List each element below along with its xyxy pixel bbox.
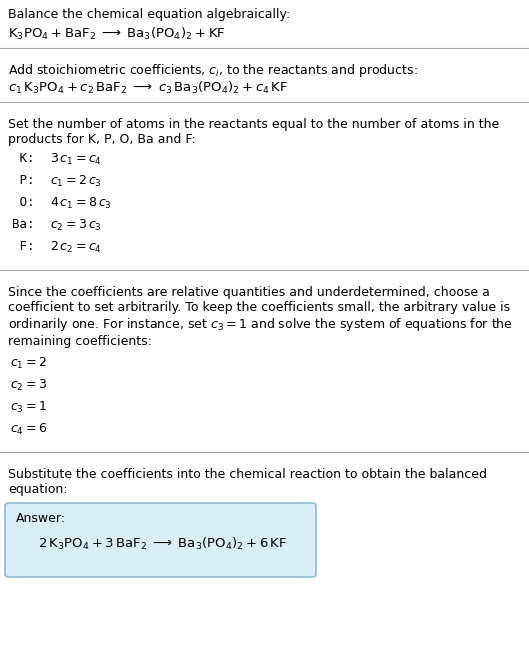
Text: Substitute the coefficients into the chemical reaction to obtain the balanced
eq: Substitute the coefficients into the che… xyxy=(8,468,487,496)
Text: $c_1 = 2$: $c_1 = 2$ xyxy=(10,356,47,371)
Text: Ba:: Ba: xyxy=(12,218,34,231)
Text: P:: P: xyxy=(12,174,34,187)
Text: Add stoichiometric coefficients, $c_i$, to the reactants and products:: Add stoichiometric coefficients, $c_i$, … xyxy=(8,62,418,79)
Text: O:: O: xyxy=(12,196,34,209)
Text: K:: K: xyxy=(12,152,34,165)
Text: $c_1 = 2\,c_3$: $c_1 = 2\,c_3$ xyxy=(50,174,102,189)
Text: Answer:: Answer: xyxy=(16,512,66,525)
Text: $2\,\mathrm{K_3PO_4} + 3\,\mathrm{BaF_2} \;\longrightarrow\; \mathrm{Ba_3(PO_4)_: $2\,\mathrm{K_3PO_4} + 3\,\mathrm{BaF_2}… xyxy=(38,536,287,552)
Text: $c_2 = 3\,c_3$: $c_2 = 3\,c_3$ xyxy=(50,218,102,233)
Text: $c_1\,\mathrm{K_3PO_4} + c_2\,\mathrm{BaF_2} \;\longrightarrow\; c_3\,\mathrm{Ba: $c_1\,\mathrm{K_3PO_4} + c_2\,\mathrm{Ba… xyxy=(8,80,288,96)
Text: Balance the chemical equation algebraically:: Balance the chemical equation algebraica… xyxy=(8,8,290,21)
Text: $c_4 = 6$: $c_4 = 6$ xyxy=(10,422,47,437)
Text: $c_3 = 1$: $c_3 = 1$ xyxy=(10,400,47,415)
Text: $c_2 = 3$: $c_2 = 3$ xyxy=(10,378,47,393)
Text: Set the number of atoms in the reactants equal to the number of atoms in the
pro: Set the number of atoms in the reactants… xyxy=(8,118,499,146)
Text: $3\,c_1 = c_4$: $3\,c_1 = c_4$ xyxy=(50,152,102,167)
Text: $2\,c_2 = c_4$: $2\,c_2 = c_4$ xyxy=(50,240,102,255)
Text: Since the coefficients are relative quantities and underdetermined, choose a
coe: Since the coefficients are relative quan… xyxy=(8,286,513,348)
Text: $\mathrm{K_3PO_4 + BaF_2 \;\longrightarrow\; Ba_3(PO_4)_2 + KF}$: $\mathrm{K_3PO_4 + BaF_2 \;\longrightarr… xyxy=(8,26,225,42)
Text: $4\,c_1 = 8\,c_3$: $4\,c_1 = 8\,c_3$ xyxy=(50,196,112,211)
FancyBboxPatch shape xyxy=(5,503,316,577)
Text: F:: F: xyxy=(12,240,34,253)
